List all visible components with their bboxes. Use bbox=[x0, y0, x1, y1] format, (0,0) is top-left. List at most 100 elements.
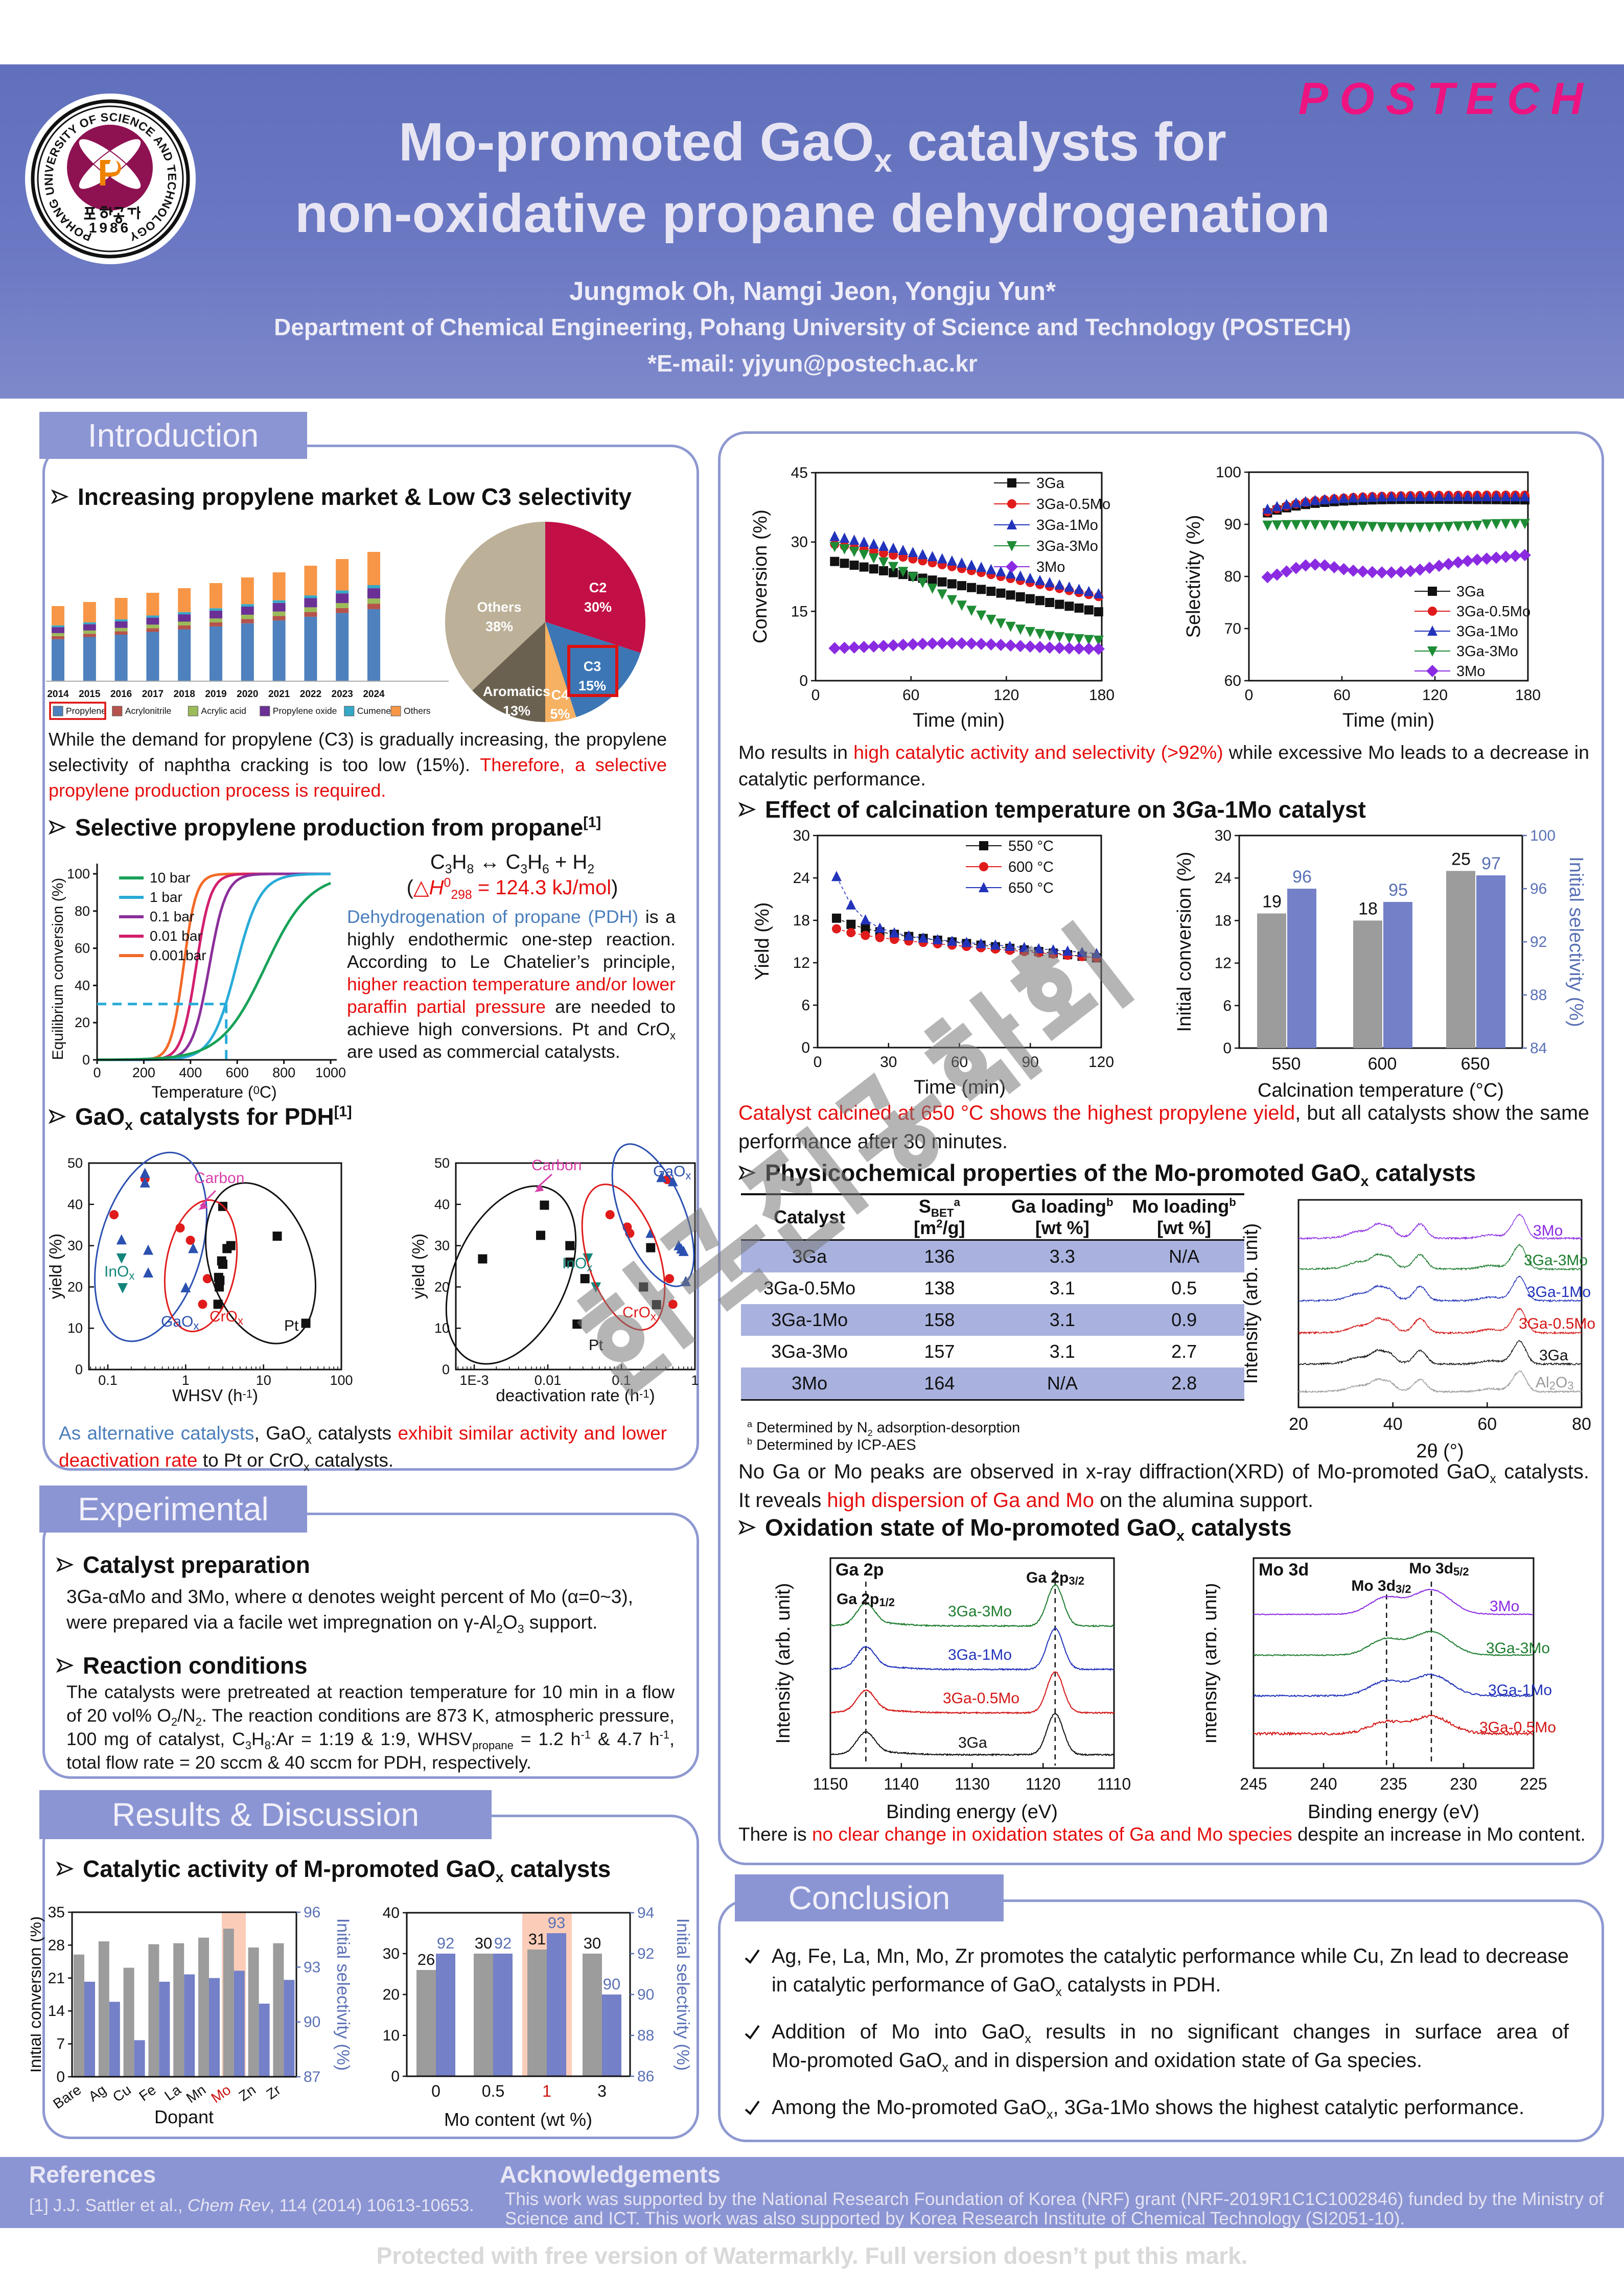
svg-text:Cumene: Cumene bbox=[357, 706, 391, 716]
svg-text:30: 30 bbox=[584, 1934, 601, 1952]
svg-text:Binding energy (eV): Binding energy (eV) bbox=[1308, 1801, 1479, 1823]
svg-text:30: 30 bbox=[475, 1934, 492, 1952]
svg-text:600: 600 bbox=[226, 1065, 249, 1080]
svg-text:0: 0 bbox=[814, 1054, 822, 1071]
svg-text:GaOx: GaOx bbox=[161, 1313, 199, 1332]
svg-text:Mo 3d5/2: Mo 3d5/2 bbox=[1409, 1560, 1469, 1578]
svg-text:Al2O3: Al2O3 bbox=[1536, 1374, 1574, 1392]
svg-text:2019: 2019 bbox=[205, 689, 226, 700]
svg-text:CrOx: CrOx bbox=[210, 1308, 243, 1327]
svg-text:30: 30 bbox=[793, 828, 810, 844]
svg-text:26: 26 bbox=[417, 1951, 435, 1968]
svg-text:80: 80 bbox=[1572, 1414, 1591, 1434]
svg-text:30: 30 bbox=[383, 1945, 400, 1962]
svg-text:Acrylic acid: Acrylic acid bbox=[201, 706, 246, 716]
svg-text:1986: 1986 bbox=[89, 220, 131, 236]
svg-text:24: 24 bbox=[793, 870, 810, 887]
svg-text:3Ga: 3Ga bbox=[1456, 584, 1485, 600]
svg-text:Temperature (0C): Temperature (0C) bbox=[151, 1083, 276, 1101]
svg-text:180: 180 bbox=[1089, 687, 1115, 704]
svg-text:18: 18 bbox=[1358, 899, 1378, 918]
svg-text:6: 6 bbox=[1223, 998, 1232, 1014]
svg-text:1 bar: 1 bar bbox=[150, 889, 182, 905]
svg-text:3Ga-0.5Mo: 3Ga-0.5Mo bbox=[1519, 1315, 1595, 1332]
svg-text:3Ga-0.5Mo: 3Ga-0.5Mo bbox=[1036, 496, 1110, 513]
svg-text:50: 50 bbox=[67, 1155, 83, 1171]
svg-text:Initial selectivity (%): Initial selectivity (%) bbox=[673, 1918, 692, 2071]
svg-text:40: 40 bbox=[1383, 1414, 1403, 1434]
svg-text:Carbon: Carbon bbox=[194, 1170, 244, 1187]
svg-text:24: 24 bbox=[1215, 870, 1232, 887]
svg-text:30%: 30% bbox=[584, 599, 612, 615]
svg-text:3Ga-3Mo: 3Ga-3Mo bbox=[948, 1603, 1012, 1620]
svg-text:2024: 2024 bbox=[363, 689, 385, 700]
svg-text:200: 200 bbox=[132, 1065, 155, 1080]
svg-text:1E-3: 1E-3 bbox=[459, 1373, 489, 1388]
svg-text:3Ga-3Mo: 3Ga-3Mo bbox=[1486, 1640, 1550, 1657]
svg-text:93: 93 bbox=[548, 1914, 565, 1932]
svg-text:0: 0 bbox=[82, 1052, 90, 1068]
svg-text:1150: 1150 bbox=[813, 1775, 848, 1793]
svg-text:Initial selectivity (%): Initial selectivity (%) bbox=[333, 1918, 353, 2071]
svg-text:96: 96 bbox=[1530, 880, 1547, 897]
svg-text:18: 18 bbox=[793, 912, 810, 929]
svg-text:3Ga-1Mo: 3Ga-1Mo bbox=[948, 1646, 1012, 1663]
svg-text:Mo content (wt %): Mo content (wt %) bbox=[444, 2109, 592, 2130]
svg-text:Selectivity (%): Selectivity (%) bbox=[1183, 515, 1204, 638]
svg-text:80: 80 bbox=[1224, 568, 1241, 585]
svg-text:Mo 3d: Mo 3d bbox=[1259, 1560, 1309, 1580]
svg-text:800: 800 bbox=[272, 1065, 295, 1080]
svg-text:3Ga-3Mo: 3Ga-3Mo bbox=[1036, 538, 1098, 554]
svg-text:10: 10 bbox=[67, 1320, 83, 1336]
svg-text:Ga 2p3/2: Ga 2p3/2 bbox=[1026, 1569, 1084, 1587]
svg-text:2015: 2015 bbox=[79, 689, 101, 700]
svg-text:2016: 2016 bbox=[110, 689, 132, 700]
svg-text:88: 88 bbox=[1530, 987, 1547, 1004]
svg-text:Zn: Zn bbox=[236, 2082, 259, 2104]
svg-text:Yield (%): Yield (%) bbox=[752, 902, 773, 981]
svg-text:30: 30 bbox=[434, 1238, 450, 1254]
svg-text:Initial conversion (%): Initial conversion (%) bbox=[1174, 852, 1195, 1032]
svg-text:Fe: Fe bbox=[136, 2082, 159, 2104]
svg-text:Bare: Bare bbox=[50, 2082, 84, 2112]
svg-text:550 °C: 550 °C bbox=[1008, 838, 1054, 854]
svg-text:3Ga-1Mo: 3Ga-1Mo bbox=[1036, 517, 1098, 534]
svg-text:3Ga-0.5Mo: 3Ga-0.5Mo bbox=[943, 1690, 1019, 1707]
svg-text:60: 60 bbox=[902, 687, 919, 704]
svg-text:80: 80 bbox=[75, 903, 90, 919]
svg-text:C2: C2 bbox=[589, 580, 607, 595]
svg-text:15: 15 bbox=[791, 603, 808, 620]
svg-text:1140: 1140 bbox=[884, 1775, 919, 1793]
svg-text:Acrylonitrile: Acrylonitrile bbox=[125, 706, 171, 716]
svg-text:96: 96 bbox=[304, 1904, 320, 1921]
svg-text:1120: 1120 bbox=[1026, 1775, 1061, 1793]
svg-text:3Ga-3Mo: 3Ga-3Mo bbox=[1456, 643, 1518, 660]
svg-text:3Ga-1Mo: 3Ga-1Mo bbox=[1527, 1284, 1591, 1301]
svg-text:28: 28 bbox=[48, 1937, 65, 1954]
svg-text:100: 100 bbox=[67, 866, 90, 882]
svg-text:1130: 1130 bbox=[955, 1775, 990, 1793]
svg-text:19: 19 bbox=[1262, 892, 1282, 912]
svg-text:30: 30 bbox=[880, 1054, 897, 1071]
svg-text:15%: 15% bbox=[578, 678, 606, 693]
svg-text:Mo: Mo bbox=[208, 2082, 234, 2106]
svg-text:C3: C3 bbox=[584, 659, 601, 674]
svg-text:97: 97 bbox=[1481, 854, 1501, 873]
svg-text:0: 0 bbox=[799, 672, 808, 689]
svg-text:60: 60 bbox=[1333, 687, 1350, 704]
svg-text:2023: 2023 bbox=[332, 689, 353, 700]
svg-text:Others: Others bbox=[404, 706, 431, 716]
svg-text:Ga 2p: Ga 2p bbox=[836, 1560, 884, 1580]
svg-text:Mo 3d3/2: Mo 3d3/2 bbox=[1351, 1578, 1411, 1595]
svg-text:3Ga-1Mo: 3Ga-1Mo bbox=[1488, 1682, 1552, 1699]
svg-text:92: 92 bbox=[494, 1934, 512, 1952]
svg-text:650 °C: 650 °C bbox=[1008, 880, 1054, 896]
svg-text:21: 21 bbox=[48, 1970, 65, 1987]
svg-text:5%: 5% bbox=[550, 706, 570, 722]
svg-text:50: 50 bbox=[434, 1155, 450, 1171]
svg-text:20: 20 bbox=[1289, 1414, 1308, 1434]
svg-text:0: 0 bbox=[801, 1039, 810, 1056]
svg-text:0: 0 bbox=[1223, 1040, 1232, 1057]
svg-text:40: 40 bbox=[434, 1197, 450, 1212]
svg-text:18: 18 bbox=[1215, 912, 1232, 929]
